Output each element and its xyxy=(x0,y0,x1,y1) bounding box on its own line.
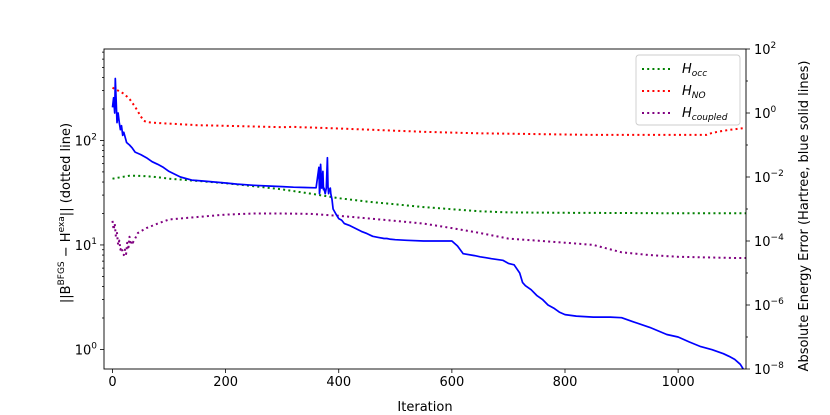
left-tick-label: 100 xyxy=(75,341,98,358)
right-tick-label: 10−4 xyxy=(754,233,784,250)
legend-box xyxy=(635,54,741,126)
plot-marks xyxy=(111,77,746,369)
series-line-h-occ xyxy=(112,174,746,215)
right-axis-label: Absolute Energy Error (Hartree, blue sol… xyxy=(797,61,812,372)
legend: Hocc HNO Hcoupled xyxy=(635,54,741,126)
left-axis-label: ||BBFGS − Hexa|| (dotted line) xyxy=(57,123,74,303)
x-tick-label: 200 xyxy=(213,375,238,390)
legend-label: HNO xyxy=(682,84,706,101)
series-line-h-no xyxy=(112,86,746,136)
x-tick-label: 1000 xyxy=(662,375,695,390)
right-tick-label: 100 xyxy=(754,105,777,122)
left-tick-label: 101 xyxy=(75,237,97,254)
right-tick-label: 10−2 xyxy=(754,169,784,186)
right-tick-label: 102 xyxy=(754,41,776,58)
left-tick-label: 102 xyxy=(75,132,97,149)
x-tick-label: 600 xyxy=(439,375,464,390)
x-tick-label: 400 xyxy=(326,375,351,390)
series-line-energy-error xyxy=(111,77,744,369)
x-tick-label: 800 xyxy=(553,375,578,390)
x-axis-label: Iteration xyxy=(397,400,452,415)
right-tick-label: 10−6 xyxy=(754,297,784,314)
axis-ticks: 0 200 400 600 800 1000 100 101 102 10−8 10−6 10−4 10… xyxy=(75,41,784,390)
series-line-h-coupled xyxy=(111,212,746,259)
right-tick-label: 10−8 xyxy=(754,361,784,378)
x-tick-label: 0 xyxy=(108,375,116,390)
legend-label: Hocc xyxy=(682,62,707,79)
legend-label: Hcoupled xyxy=(682,106,728,123)
